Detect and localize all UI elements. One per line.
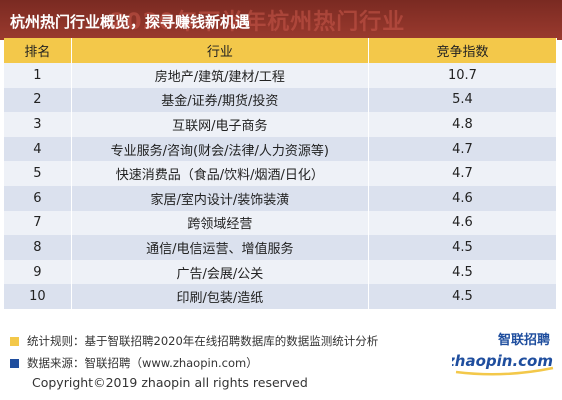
table-row: 1 房地产/建筑/建材/工程 10.7 (4, 63, 558, 88)
logo-en-text: zhaopin.com (452, 352, 553, 370)
score-cell: 4.5 (368, 259, 558, 285)
column-header-rank: 排名 (4, 38, 72, 63)
column-header-score: 竞争指数 (368, 38, 558, 63)
overlay-title: 杭州热门行业概览，探寻赚钱新机遇 (10, 13, 251, 31)
zhaopin-logo: 智联招聘 zhaopin.com (452, 332, 554, 376)
rank-cell: 10 (4, 284, 72, 309)
industry-ranking-table: 排名 行业 竞争指数 1 房地产/建筑/建材/工程 10.7 2 基金/证券/期货/投资… (4, 38, 558, 309)
table-row: 10 印刷/包装/造纸 4.5 (4, 284, 558, 309)
score-cell: 10.7 (368, 63, 558, 88)
table-row: 8 通信/电信运营、增值服务 4.5 (4, 235, 558, 260)
table-row: 4 专业服务/咨询(财会/法律/人力资源等) 4.7 (4, 136, 558, 162)
note-source: 数据来源：智联招聘（www.zhaopin.com） (10, 352, 378, 374)
rank-cell: 7 (4, 210, 72, 236)
table-row: 3 互联网/电子商务 4.8 (4, 112, 558, 137)
note-source-text: 数据来源：智联招聘（www.zhaopin.com） (27, 356, 258, 370)
table-header-row: 排名 行业 竞争指数 (4, 38, 558, 63)
footnotes: 统计规则：基于智联招聘2020年在线招聘数据库的数据监测统计分析 数据来源：智联… (10, 330, 378, 374)
score-cell: 4.5 (368, 235, 558, 260)
blue-square-icon (10, 359, 19, 368)
note-rule: 统计规则：基于智联招聘2020年在线招聘数据库的数据监测统计分析 (10, 330, 378, 352)
industry-cell: 房地产/建筑/建材/工程 (71, 63, 369, 88)
rank-cell: 5 (4, 161, 72, 186)
score-cell: 4.6 (368, 210, 558, 236)
industry-cell: 互联网/电子商务 (71, 112, 369, 137)
score-cell: 4.6 (368, 185, 558, 211)
rank-cell: 2 (4, 87, 72, 113)
logo-cn-text: 智联招聘 (498, 332, 550, 348)
industry-cell: 印刷/包装/造纸 (71, 284, 369, 309)
copyright: Copyright©2019 zhaopin all rights reserv… (32, 375, 308, 390)
table-row: 7 跨领域经营 4.6 (4, 210, 558, 236)
column-header-industry: 行业 (71, 38, 369, 63)
table-row: 5 快速消费品（食品/饮料/烟酒/日化） 4.7 (4, 161, 558, 186)
table-row: 6 家居/室内设计/装饰装潢 4.6 (4, 185, 558, 211)
yellow-square-icon (10, 337, 19, 346)
industry-cell: 通信/电信运营、增值服务 (71, 235, 369, 260)
rank-cell: 3 (4, 112, 72, 137)
rank-cell: 4 (4, 136, 72, 162)
background-title: 2020年下半年杭州热门行业 (110, 10, 406, 35)
note-rule-text: 统计规则：基于智联招聘2020年在线招聘数据库的数据监测统计分析 (27, 334, 379, 348)
industry-cell: 基金/证券/期货/投资 (71, 87, 369, 113)
rank-cell: 6 (4, 185, 72, 211)
score-cell: 4.7 (368, 136, 558, 162)
industry-cell: 快速消费品（食品/饮料/烟酒/日化） (71, 161, 369, 186)
logo-swoosh (455, 366, 554, 376)
title-banner: 2020年下半年杭州热门行业 杭州热门行业概览，探寻赚钱新机遇 (0, 0, 562, 40)
industry-cell: 专业服务/咨询(财会/法律/人力资源等) (71, 136, 369, 162)
score-cell: 5.4 (368, 87, 558, 113)
score-cell: 4.8 (368, 112, 558, 137)
score-cell: 4.5 (368, 284, 558, 309)
rank-cell: 8 (4, 235, 72, 260)
industry-cell: 家居/室内设计/装饰装潢 (71, 185, 369, 211)
table-row: 9 广告/会展/公关 4.5 (4, 259, 558, 285)
rank-cell: 1 (4, 63, 72, 88)
score-cell: 4.7 (368, 161, 558, 186)
industry-cell: 跨领域经营 (71, 210, 369, 236)
industry-cell: 广告/会展/公关 (71, 259, 369, 285)
rank-cell: 9 (4, 259, 72, 285)
table-row: 2 基金/证券/期货/投资 5.4 (4, 87, 558, 113)
